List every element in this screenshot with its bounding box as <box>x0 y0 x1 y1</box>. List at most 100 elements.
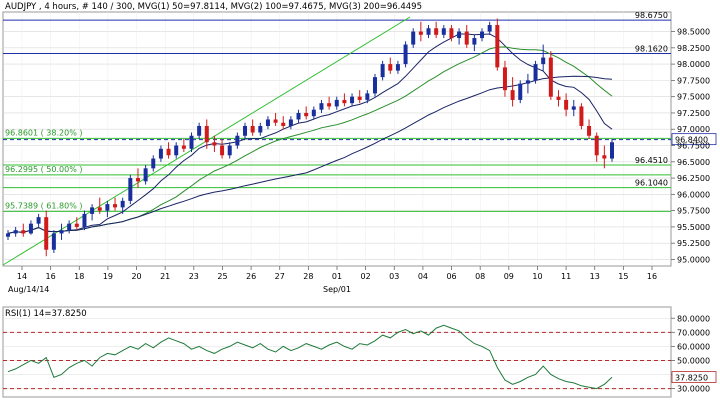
candle-body <box>480 31 485 39</box>
level-label: 98.6750 <box>635 11 668 20</box>
y-tick-label: 98.2500 <box>677 44 710 53</box>
candle-body <box>90 207 95 214</box>
candle-body <box>602 155 607 159</box>
candle-body <box>181 145 186 149</box>
x-tick-label: 10 <box>532 272 542 281</box>
x-tick-label: 21 <box>160 272 170 281</box>
candlesticks <box>6 18 614 257</box>
candle-body <box>434 28 439 35</box>
candle-body <box>441 28 446 35</box>
candle-body <box>372 77 377 94</box>
fib-label: 96.8601 ( 38.20% ) <box>5 128 82 137</box>
y-tick-label: 97.0000 <box>677 125 710 134</box>
fibonacci-labels: 96.8601 ( 38.20% ) 96.2995 ( 50.00% ) 95.7… <box>5 128 82 210</box>
x-tick-label: 28 <box>303 272 313 281</box>
candle-body <box>212 142 217 146</box>
x-tick-label: 06 <box>446 272 456 281</box>
x-tick-label: 08 <box>475 272 485 281</box>
candle-body <box>518 83 523 100</box>
candle-body <box>13 230 18 234</box>
candle-body <box>82 213 87 227</box>
candle-body <box>204 125 209 143</box>
y-tick-label: 95.0000 <box>677 255 710 264</box>
candle-body <box>319 103 324 110</box>
candle-body <box>334 99 339 107</box>
fib-label: 95.7389 ( 61.80% ) <box>5 201 82 210</box>
candle-body <box>457 31 462 39</box>
candle-body <box>197 125 202 136</box>
rsi-panel <box>2 306 672 398</box>
candle-body <box>105 204 110 211</box>
candle-body <box>250 125 255 133</box>
candle-body <box>548 57 553 97</box>
candle-body <box>464 31 469 45</box>
x-tick-label: 19 <box>103 272 113 281</box>
rsi-current-label: 37.8250 <box>675 374 708 383</box>
candle-body <box>426 28 431 35</box>
candle-body <box>36 217 41 224</box>
x-tick-label: 20 <box>131 272 141 281</box>
candle-body <box>235 135 240 146</box>
candle-body <box>28 223 33 234</box>
candle-body <box>74 223 79 227</box>
candle-body <box>564 99 569 110</box>
x-tick-label: 16 <box>647 272 657 281</box>
rsi-series <box>7 324 613 390</box>
candle-body <box>395 64 400 71</box>
candle-body <box>556 96 561 100</box>
x-tick-label: 15 <box>618 272 628 281</box>
candle-body <box>327 103 332 107</box>
x-tick-label: 04 <box>418 272 428 281</box>
horizontal-levels <box>3 19 671 212</box>
level-label: 98.1620 <box>635 45 668 54</box>
y-tick-label: 95.7500 <box>677 207 710 216</box>
candle-body <box>67 223 72 231</box>
candle-body <box>59 230 64 234</box>
candle-body <box>288 119 293 126</box>
candle-body <box>610 142 614 159</box>
candle-body <box>365 93 370 100</box>
current-price-label: 96.8400 <box>675 136 708 145</box>
candle-body <box>113 204 118 208</box>
candle-body <box>296 112 301 120</box>
candle-body <box>174 145 179 156</box>
x-tick-label: 11 <box>561 272 571 281</box>
candle-body <box>449 28 454 39</box>
candle-body <box>495 25 500 68</box>
candle-body <box>579 106 584 126</box>
y-tick-label: 97.7500 <box>677 76 710 85</box>
candle-body <box>541 57 546 65</box>
x-tick-label: 25 <box>217 272 227 281</box>
y-tick-label: 96.5000 <box>677 158 710 167</box>
x-tick-label: 16 <box>46 272 56 281</box>
rsi-y-tick-label: 30.0000 <box>677 385 710 394</box>
y-tick-label: 97.5000 <box>677 93 710 102</box>
candle-body <box>525 80 530 84</box>
x-tick-label: 23 <box>189 272 199 281</box>
moving-averages <box>7 33 613 234</box>
candle-body <box>350 96 355 104</box>
candle-body <box>97 207 102 211</box>
y-tick-label: 96.2500 <box>677 174 710 183</box>
candle-body <box>44 217 49 250</box>
ma-50-line <box>7 33 613 234</box>
y-tick-label: 95.2500 <box>677 239 710 248</box>
y-tick-label: 95.5000 <box>677 223 710 232</box>
price-grid <box>3 12 671 266</box>
candle-body <box>220 145 225 156</box>
y-tick-label: 98.0000 <box>677 60 710 69</box>
y-tick-label: 98.5000 <box>677 28 710 37</box>
rsi-y-tick-label: 60.0000 <box>677 342 710 351</box>
candle-body <box>227 145 232 156</box>
fib-label: 96.2995 ( 50.00% ) <box>5 165 82 174</box>
x-tick-label: 01 <box>332 272 342 281</box>
candle-body <box>403 44 408 65</box>
candle-body <box>594 135 599 156</box>
candle-body <box>380 64 385 78</box>
candle-body <box>273 119 278 123</box>
x-tick-label: 13 <box>590 272 600 281</box>
x-tick-label: 03 <box>389 272 399 281</box>
x-sublabel: Sep/01 <box>323 285 351 294</box>
candle-body <box>418 31 423 35</box>
